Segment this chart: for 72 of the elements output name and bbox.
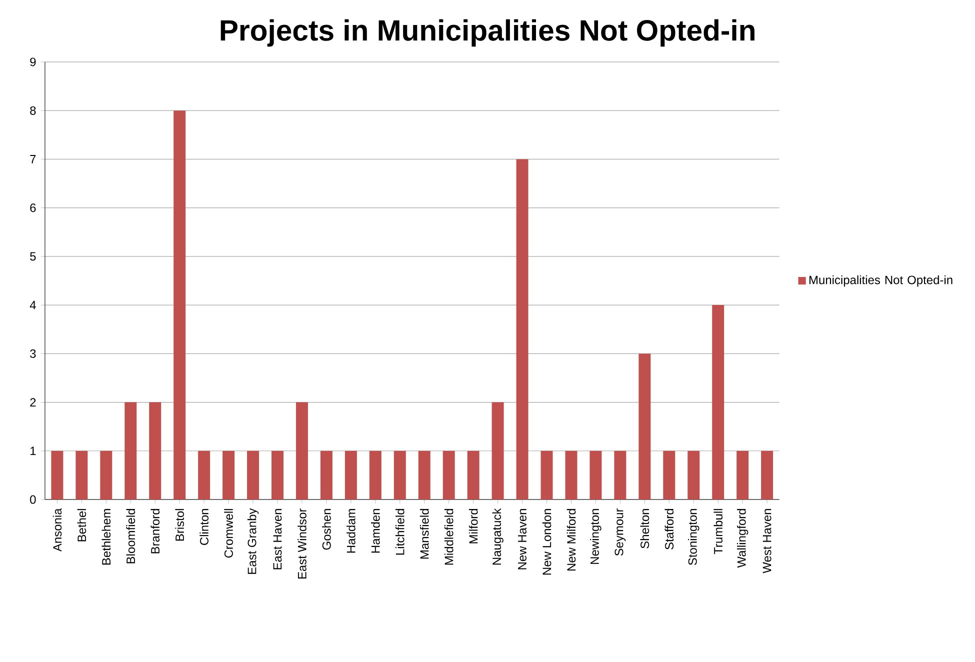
x-tick-label: East Windsor bbox=[298, 508, 306, 578]
x-tick-label: Haddam bbox=[346, 508, 356, 552]
bar bbox=[540, 450, 553, 500]
x-tick-label: Branford bbox=[150, 508, 160, 554]
bar bbox=[124, 402, 137, 500]
x-tick-label: Naugatuck bbox=[492, 508, 504, 564]
bar bbox=[296, 402, 308, 500]
x-tick-label: Clinton bbox=[200, 508, 208, 545]
bar bbox=[76, 450, 88, 500]
bar bbox=[516, 159, 528, 500]
x-tick-label: Stonington bbox=[688, 508, 700, 565]
legend-label: Municipalities Not Opted-in bbox=[809, 275, 952, 286]
x-tick-label: Hamden bbox=[371, 508, 380, 552]
bar bbox=[761, 450, 774, 500]
bar bbox=[442, 450, 455, 500]
y-tick-label: 8 bbox=[30, 106, 36, 115]
chart-title: Projects in Municipalities Not Opted-in bbox=[220, 19, 754, 46]
bar bbox=[663, 450, 676, 500]
bar bbox=[272, 450, 284, 500]
y-tick-label: 6 bbox=[30, 203, 36, 212]
y-tick-label: 1 bbox=[30, 446, 36, 455]
x-tick-label: Trumbull bbox=[714, 508, 723, 554]
x-tick-label: Bloomfield bbox=[126, 508, 136, 564]
y-tick-label: 5 bbox=[30, 252, 36, 260]
bar bbox=[222, 450, 235, 500]
x-tick-label: Mansfield bbox=[420, 508, 429, 558]
bar bbox=[638, 353, 651, 500]
bar bbox=[394, 450, 406, 500]
y-tick-label: 4 bbox=[30, 300, 36, 309]
bar bbox=[418, 450, 430, 500]
bar bbox=[344, 450, 357, 500]
bar bbox=[467, 450, 480, 500]
bar bbox=[688, 450, 700, 500]
x-tick-label: New Haven bbox=[518, 508, 526, 570]
y-tick-label: 3 bbox=[30, 349, 36, 358]
x-tick-label: Middlefield bbox=[444, 508, 454, 564]
x-tick-label: Ansonia bbox=[52, 508, 62, 552]
x-tick-label: Stafford bbox=[664, 508, 674, 550]
bar bbox=[712, 304, 724, 500]
x-tick-label: East Haven bbox=[273, 508, 282, 570]
y-tick-label: 0 bbox=[30, 495, 36, 504]
x-tick-label: West Haven bbox=[762, 508, 772, 574]
bar bbox=[100, 450, 112, 500]
bar bbox=[149, 402, 162, 500]
bar bbox=[320, 450, 332, 500]
x-tick-label: Bristol bbox=[175, 508, 184, 540]
bar bbox=[198, 450, 210, 500]
bar bbox=[492, 402, 504, 500]
bar bbox=[590, 450, 602, 500]
bar bbox=[614, 450, 626, 500]
x-tick-label: New London bbox=[542, 508, 552, 574]
x-tick-label: Newington bbox=[590, 508, 602, 564]
x-tick-label: Shelton bbox=[640, 508, 650, 548]
x-tick-label: Bethlehem bbox=[102, 508, 111, 564]
bar bbox=[736, 450, 749, 500]
bar bbox=[369, 450, 382, 500]
x-tick-label: New Milford bbox=[566, 508, 576, 570]
x-tick-label: Litchfield bbox=[395, 508, 404, 554]
y-tick-label: 7 bbox=[30, 154, 36, 164]
x-tick-label: East Granby bbox=[247, 508, 259, 574]
bar bbox=[565, 450, 578, 500]
y-tick-label: 9 bbox=[30, 58, 36, 66]
bar bbox=[174, 110, 186, 500]
x-tick-label: Wallingford bbox=[736, 508, 748, 568]
x-tick-label: Milford bbox=[468, 508, 478, 544]
y-tick-label: 2 bbox=[30, 398, 36, 406]
x-tick-label: Bethel bbox=[77, 508, 86, 542]
bar bbox=[51, 450, 64, 500]
x-tick-label: Goshen bbox=[322, 508, 331, 550]
x-tick-label: Cromwell bbox=[224, 508, 233, 558]
x-tick-label: Seymour bbox=[614, 508, 626, 556]
bar bbox=[247, 450, 260, 500]
